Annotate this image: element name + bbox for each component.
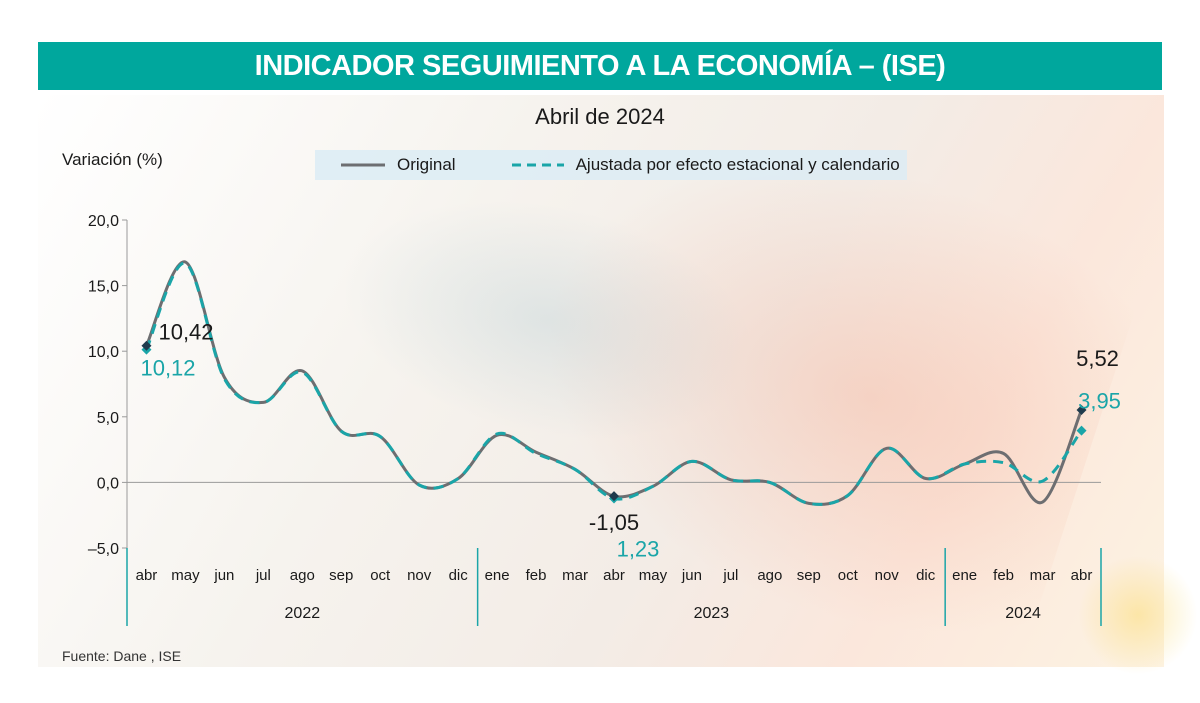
year-label: 2022 bbox=[285, 605, 321, 622]
legend-swatch-adjusted bbox=[511, 163, 564, 167]
y-tick-label: 20,0 bbox=[88, 213, 119, 230]
x-tick-label: ago bbox=[290, 567, 315, 584]
x-tick-label: abr bbox=[603, 567, 625, 584]
chart-title: INDICADOR SEGUIMIENTO A LA ECONOMÍA – (I… bbox=[254, 49, 946, 82]
series-line-adjusted bbox=[145, 261, 1083, 506]
x-tick-label: may bbox=[639, 567, 668, 584]
legend-item-adjusted: Ajustada por efecto estacional y calenda… bbox=[486, 155, 900, 175]
y-axis-label: Variación (%) bbox=[62, 150, 163, 169]
data-label: 10,42 bbox=[158, 320, 213, 345]
y-tick-label: –5,0 bbox=[88, 541, 119, 558]
x-tick-label: ene bbox=[952, 567, 977, 584]
data-label: 10,12 bbox=[140, 356, 195, 381]
chart-title-banner: INDICADOR SEGUIMIENTO A LA ECONOMÍA – (I… bbox=[38, 42, 1162, 90]
x-tick-label: jul bbox=[722, 567, 738, 584]
legend-swatch-original bbox=[341, 163, 385, 167]
x-tick-label: oct bbox=[370, 567, 391, 584]
marker-adjusted bbox=[1076, 425, 1087, 436]
x-tick-label: dic bbox=[449, 567, 469, 584]
x-tick-label: jul bbox=[255, 567, 271, 584]
y-tick-label: 10,0 bbox=[88, 344, 119, 361]
year-label: 2024 bbox=[1005, 605, 1041, 622]
x-tick-label: ene bbox=[485, 567, 510, 584]
chart-legend: Original Ajustada por efecto estacional … bbox=[315, 150, 907, 180]
x-tick-label: jun bbox=[213, 567, 234, 584]
x-tick-label: nov bbox=[407, 567, 432, 584]
marker-original bbox=[1076, 404, 1087, 415]
data-label: 5,52 bbox=[1076, 346, 1119, 371]
x-tick-label: mar bbox=[1030, 567, 1056, 584]
x-tick-label: oct bbox=[838, 567, 859, 584]
x-tick-label: feb bbox=[526, 567, 547, 584]
marker-original bbox=[141, 340, 152, 351]
y-tick-label: 0,0 bbox=[97, 475, 119, 492]
legend-label-adjusted: Ajustada por efecto estacional y calenda… bbox=[575, 155, 900, 174]
x-tick-label: sep bbox=[797, 567, 821, 584]
x-tick-label: nov bbox=[875, 567, 900, 584]
x-tick-label: feb bbox=[993, 567, 1014, 584]
data-label: -1,05 bbox=[589, 510, 639, 535]
marker-original bbox=[609, 491, 619, 502]
x-tick-label: jun bbox=[681, 567, 702, 584]
x-tick-label: abr bbox=[1071, 567, 1093, 584]
data-label: 1,23 bbox=[617, 537, 660, 562]
x-tick-label: mar bbox=[562, 567, 588, 584]
x-tick-label: ago bbox=[757, 567, 782, 584]
y-tick-label: 15,0 bbox=[88, 279, 119, 296]
x-tick-label: abr bbox=[136, 567, 158, 584]
series-line-original bbox=[145, 260, 1083, 506]
legend-item-original: Original bbox=[315, 155, 456, 175]
legend-label-original: Original bbox=[397, 155, 456, 174]
x-tick-label: may bbox=[171, 567, 200, 584]
x-tick-label: dic bbox=[916, 567, 936, 584]
data-label: 3,95 bbox=[1078, 389, 1121, 414]
source-note: Fuente: Dane , ISE bbox=[62, 648, 182, 664]
x-tick-label: sep bbox=[329, 567, 353, 584]
light-glow bbox=[1078, 555, 1198, 675]
year-label: 2023 bbox=[694, 605, 730, 622]
y-tick-label: 5,0 bbox=[97, 410, 119, 427]
chart-subtitle: Abril de 2024 bbox=[535, 104, 665, 129]
